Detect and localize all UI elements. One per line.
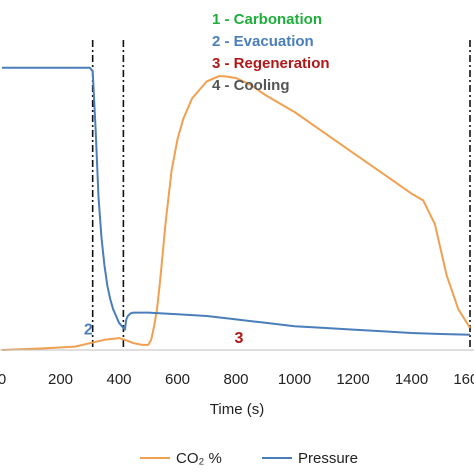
x-tick-label: 0 bbox=[0, 371, 6, 388]
series-legend: CO₂ % Pressure bbox=[140, 450, 358, 467]
series-line-pressure bbox=[2, 66, 471, 336]
phase-legend-item-3: 3 - Regeneration bbox=[212, 55, 330, 72]
x-tick-label: 1200 bbox=[336, 371, 369, 388]
phase-legend-item-1: 1 - Carbonation bbox=[212, 11, 322, 28]
phase-legend: 1 - Carbonation 2 - Evacuation 3 - Regener… bbox=[212, 11, 330, 94]
series-line-co2 bbox=[1, 75, 471, 351]
x-tick-label: 600 bbox=[165, 371, 190, 388]
x-tick-label: 800 bbox=[223, 371, 248, 388]
x-tick-label: 400 bbox=[106, 371, 131, 388]
x-tick-label: 1000 bbox=[278, 371, 311, 388]
phase-marker-3: 3 bbox=[234, 330, 243, 347]
x-axis-title: Time (s) bbox=[210, 401, 264, 418]
phase-marker-2: 2 bbox=[84, 322, 93, 339]
phase-legend-item-4: 4 - Cooling bbox=[212, 77, 290, 94]
legend-label-pressure: Pressure bbox=[298, 450, 358, 467]
phase-divider-lines bbox=[91, 40, 471, 350]
x-tick-labels: 0 200 400 600 800 1000 1200 1400 1600 bbox=[0, 371, 474, 388]
x-tick-label: 200 bbox=[48, 371, 73, 388]
series-layer bbox=[1, 66, 471, 351]
x-tick-label: 1600 bbox=[453, 371, 474, 388]
legend-label-co2: CO₂ % bbox=[176, 450, 222, 467]
x-tick-label: 1400 bbox=[395, 371, 428, 388]
phase-legend-item-2: 2 - Evacuation bbox=[212, 33, 314, 50]
